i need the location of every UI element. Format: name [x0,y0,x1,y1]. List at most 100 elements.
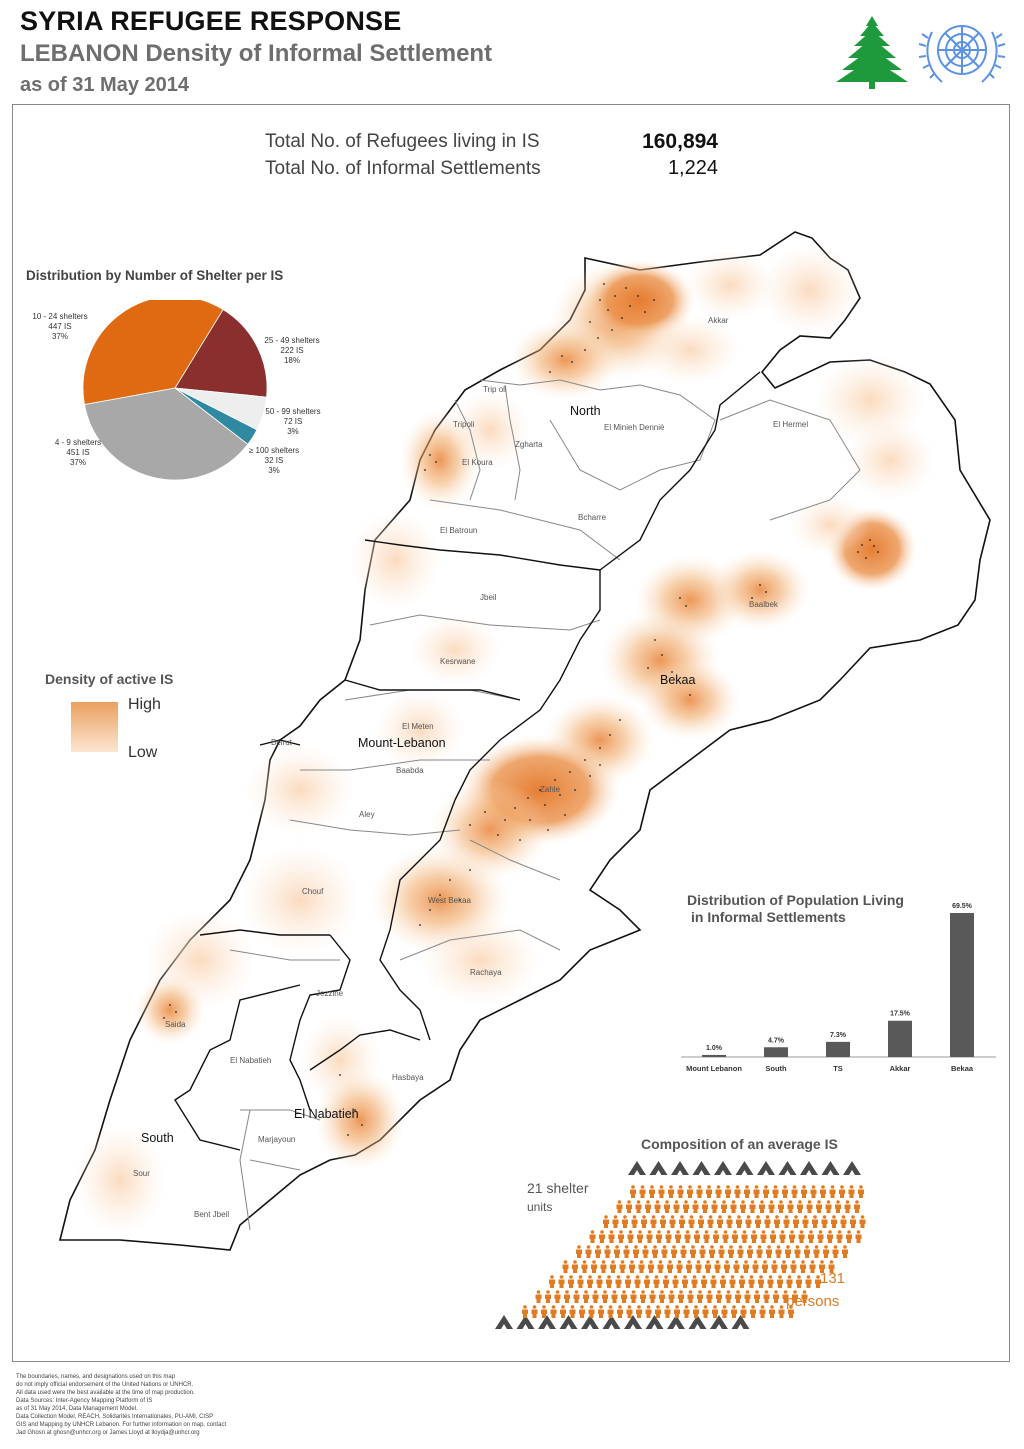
person-icon [606,1275,612,1288]
person-icon [810,1185,817,1198]
label-north: North [570,404,601,418]
tent-icon [714,1161,732,1175]
person-icon [797,1200,803,1213]
bar-value-label: 69.5% [952,903,973,910]
person-icon [568,1275,574,1288]
tent-icon [495,1315,513,1329]
tent-icon [821,1161,840,1175]
person-icon [821,1215,828,1228]
person-icon [842,1245,848,1258]
label-jezzine: Jezzine [316,989,344,998]
person-icon [823,1245,829,1258]
person-icon [769,1305,775,1318]
person-icon [665,1230,672,1243]
person-icon [844,1200,851,1213]
person-icon [755,1215,761,1228]
person-icon [858,1185,864,1198]
person-icon [767,1275,774,1288]
person-icon [636,1305,642,1318]
person-icon [679,1215,685,1228]
person-icon [794,1245,801,1258]
person-icon [731,1305,737,1318]
person-icon [645,1200,651,1213]
person-icon [611,1290,618,1303]
density-legend-ramp [71,702,118,752]
person-icon [591,1260,597,1273]
label-koura: El Koura [462,458,493,467]
label-hasbaya: Hasbaya [392,1073,424,1082]
person-icon [768,1200,775,1213]
person-icon [678,1290,684,1303]
label-batroun: El Batroun [440,526,478,535]
person-icon [778,1200,784,1213]
person-icon [522,1305,528,1318]
person-icon [859,1215,866,1228]
person-icon [790,1260,797,1273]
person-icon [564,1290,570,1303]
bar-category-label: South [765,1064,787,1073]
label-akkar: Akkar [708,316,729,325]
person-icon [717,1215,723,1228]
person-icon [758,1275,764,1288]
person-icon [667,1260,673,1273]
bar-title-line1: Distribution of Population Living [687,892,904,908]
pie-label-count: 451 IS [66,448,90,457]
footer-line: Data Sources: Inter-Agency Mapping Platf… [16,1398,153,1404]
person-icon [721,1200,727,1213]
person-icon [656,1230,662,1243]
person-icon [754,1290,760,1303]
label-metn: El Meten [402,722,434,731]
person-icon [673,1200,680,1213]
person-icon [762,1260,768,1273]
person-icon [576,1245,582,1258]
person-icon [789,1230,795,1243]
tent-icon [692,1161,711,1175]
person-icon [683,1305,690,1318]
person-icon [788,1305,794,1318]
pie-label-text: 25 - 49 shelters [264,336,320,345]
label-saida: Saida [165,1020,186,1029]
person-icon [782,1185,788,1198]
person-icon [652,1245,658,1258]
person-icon [707,1215,714,1228]
footer-line: GIS and Mapping by UNHCR Lebanon. For fu… [16,1422,227,1428]
person-icon [691,1275,698,1288]
person-icon [745,1215,752,1228]
person-icon [573,1290,580,1303]
person-icon [779,1230,786,1243]
label-marjayoun: Marjayoun [258,1135,296,1144]
person-icon [817,1230,824,1243]
person-icon [615,1275,622,1288]
person-icon [549,1275,555,1288]
pie-label-pct: 37% [51,332,68,341]
person-icon [716,1290,722,1303]
bar-value-label: 7.3% [830,1032,847,1039]
person-icon [825,1200,832,1213]
person-icon [604,1245,611,1258]
person-icon [675,1230,681,1243]
person-icon [855,1230,862,1243]
person-icon [669,1215,676,1228]
person-icon [639,1185,646,1198]
label-bekaa: Bekaa [660,673,696,687]
person-icon [711,1200,718,1213]
person-icon [621,1290,627,1303]
population-bar-chart: 1.0% Mount Lebanon 4.7% South 7.3% TS 17.5% Akk… [681,903,996,1073]
person-icon [617,1305,623,1318]
pie-slice [174,309,268,398]
tent-icon [778,1161,797,1175]
refugees-label: Total No. of Refugees living in IS [265,131,540,152]
pie-label-text: 4 - 9 shelters [54,438,102,447]
person-icon [740,1200,746,1213]
label-beirut: Beirut [271,738,292,747]
person-icon [637,1230,643,1243]
person-icon [854,1200,860,1213]
person-icon [812,1215,818,1228]
bar-value-label: 17.5% [890,1011,911,1018]
person-icon [736,1215,742,1228]
person-icon [683,1200,689,1213]
label-tripoli2: Trip oli [483,385,507,394]
person-icon [744,1290,751,1303]
label-tripoli: Tripoli [453,420,475,429]
footer-line: Jad Ghosn at ghosn@unhcr.org or James Ll… [16,1430,200,1436]
